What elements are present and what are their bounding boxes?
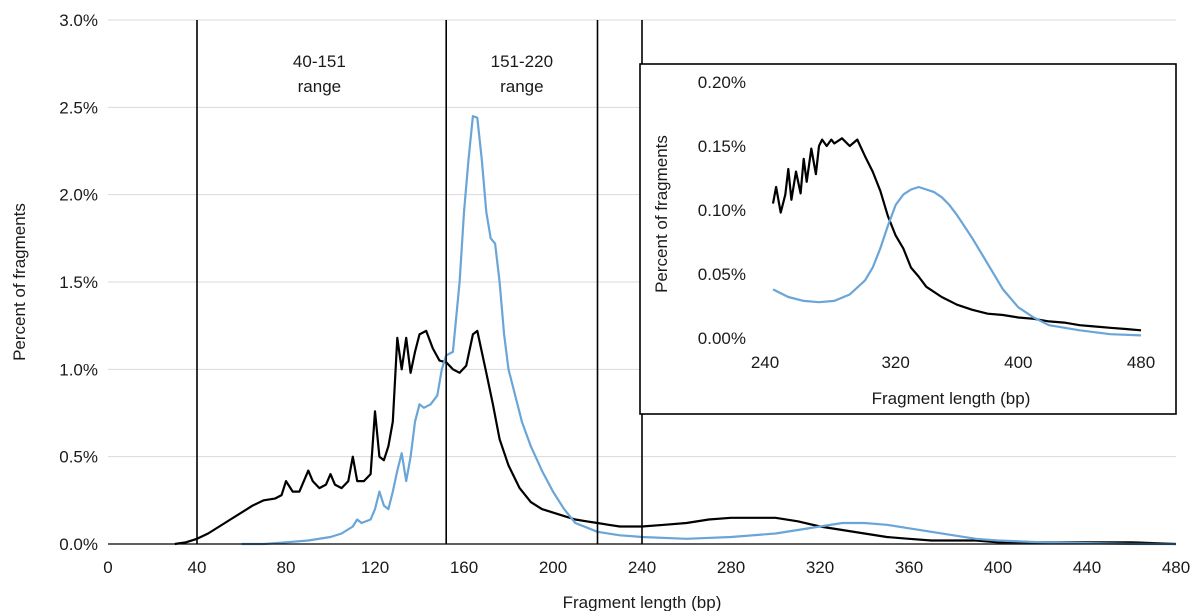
x-tick-label: 80 <box>277 558 296 577</box>
range-label: range <box>500 77 543 96</box>
inset-x-tick-label: 240 <box>751 353 779 372</box>
inset-x-tick-label: 480 <box>1127 353 1155 372</box>
series-line-blue <box>241 115 1176 546</box>
inset-series-line-blue <box>772 185 1142 337</box>
x-tick-label: 240 <box>628 558 656 577</box>
range-label: range <box>298 77 341 96</box>
x-tick-label: 160 <box>450 558 478 577</box>
inset-x-tick-label: 320 <box>881 353 909 372</box>
y-tick-label: 0.5% <box>59 448 98 467</box>
x-tick-label: 360 <box>895 558 923 577</box>
x-axis-title: Fragment length (bp) <box>563 593 722 611</box>
inset-series-line-black <box>771 137 1142 332</box>
series-line-black <box>174 329 1177 546</box>
x-tick-label: 0 <box>103 558 112 577</box>
x-tick-label: 200 <box>539 558 567 577</box>
inset-x-tick-label: 400 <box>1004 353 1032 372</box>
y-tick-label: 0.0% <box>59 535 98 554</box>
inset-y-tick-label: 0.15% <box>698 137 746 156</box>
inset-frame <box>639 63 1177 415</box>
x-tick-label: 480 <box>1162 558 1190 577</box>
x-tick-label: 440 <box>1073 558 1101 577</box>
x-tick-label: 320 <box>806 558 834 577</box>
y-tick-label: 3.0% <box>59 11 98 30</box>
y-axis-title: Percent of fragments <box>10 203 29 361</box>
range-label: 151-220 <box>491 52 553 71</box>
inset-y-tick-label: 0.00% <box>698 329 746 348</box>
inset-y-tick-label: 0.05% <box>698 265 746 284</box>
y-tick-label: 1.0% <box>59 360 98 379</box>
y-tick-label: 1.5% <box>59 273 98 292</box>
inset-x-axis-title: Fragment length (bp) <box>872 389 1031 408</box>
x-tick-label: 280 <box>717 558 745 577</box>
x-tick-label: 40 <box>188 558 207 577</box>
inset-y-axis-title: Percent of fragments <box>652 135 671 293</box>
range-label: 40-151 <box>293 52 346 71</box>
inset-y-tick-label: 0.10% <box>698 201 746 220</box>
inset-y-tick-label: 0.20% <box>698 73 746 92</box>
x-tick-label: 120 <box>361 558 389 577</box>
x-tick-label: 400 <box>984 558 1012 577</box>
y-tick-label: 2.0% <box>59 186 98 205</box>
y-tick-label: 2.5% <box>59 98 98 117</box>
